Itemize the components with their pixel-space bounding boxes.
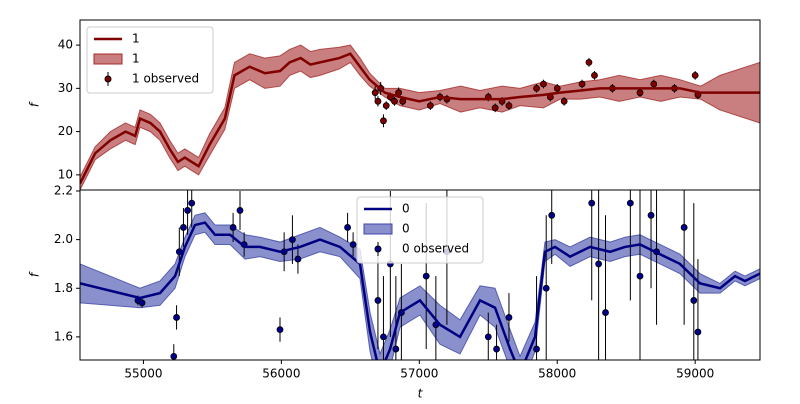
observed-point (229, 224, 237, 231)
observed-point (184, 207, 191, 214)
y-tick-label: 2.0 (54, 232, 73, 246)
x-tick-label: 58000 (538, 367, 576, 381)
observed-point (680, 224, 688, 231)
legend-label: 1 (132, 32, 140, 46)
model-line (80, 52, 760, 185)
observed-point (294, 255, 302, 263)
observed-point (602, 309, 609, 316)
legend-patch (363, 223, 393, 235)
legend-label: 0 (402, 222, 410, 236)
panel: 1.6 1.8 2.0 2.2 55000 56000 57000 58000 59000 f t 0… (28, 183, 761, 401)
y-axis-label: f (28, 271, 42, 277)
observed-point (392, 345, 400, 353)
observed-point (380, 333, 387, 341)
y-tick-label: 1.6 (54, 329, 73, 343)
observed-point (542, 284, 550, 292)
legend-label: 0 (402, 202, 410, 216)
x-tick-label: 55000 (124, 367, 162, 381)
observed-point (138, 299, 146, 307)
observed-point (349, 241, 357, 248)
observed-point (371, 89, 379, 97)
observed-point (548, 211, 556, 219)
observed-point (533, 345, 540, 353)
legend-label: 1 observed (132, 72, 199, 86)
observed-point (595, 260, 603, 268)
observed-point (505, 314, 513, 321)
observed-point (585, 58, 593, 66)
y-tick-label: 2.2 (54, 183, 73, 197)
observed-point (180, 224, 187, 231)
y-tick-label: 1.8 (54, 281, 73, 295)
observed-point (578, 80, 586, 88)
observed-point (505, 102, 513, 110)
observed-point (636, 89, 644, 97)
observed-point (289, 236, 296, 244)
plot-area (80, 44, 760, 190)
observed-point (533, 84, 540, 92)
legend-label: 1 (132, 52, 140, 66)
axes-frame (79, 189, 761, 361)
observed-point (694, 328, 702, 336)
observed-point (626, 199, 634, 207)
y-tick-label: 20 (58, 124, 73, 138)
x-axis-label: t (418, 387, 424, 401)
plot-area (80, 190, 760, 360)
observed-point (491, 104, 499, 112)
legend-patch (93, 53, 123, 65)
legend-box (86, 26, 214, 94)
observed-point (484, 333, 492, 341)
observed-point (493, 345, 500, 353)
x-tick-label: 59000 (676, 367, 714, 381)
observed-point (236, 207, 244, 214)
observed-point (553, 84, 561, 92)
observed-point (382, 102, 390, 110)
observed-point (560, 97, 568, 105)
observed-point (374, 97, 382, 105)
observed-point (636, 272, 644, 280)
observed-point (276, 326, 284, 333)
legend-label: 0 observed (402, 242, 469, 256)
observed-point (374, 297, 382, 304)
legend-marker (104, 75, 112, 83)
confidence-band (80, 212, 760, 360)
observed-point (391, 97, 398, 105)
observed-point (647, 211, 655, 219)
observed-point (540, 80, 547, 88)
observed-point (691, 71, 699, 79)
observed-point (344, 224, 351, 231)
observed-point (422, 272, 430, 280)
y-tick-label: 40 (58, 38, 73, 52)
observed-point (380, 117, 387, 125)
x-tick-label: 56000 (262, 367, 300, 381)
legend: 0 0 0 observed (356, 196, 484, 264)
observed-point (188, 199, 196, 207)
x-tick-label: 57000 (400, 367, 438, 381)
y-tick-label: 30 (58, 81, 73, 95)
observed-point (170, 352, 178, 360)
model-line (80, 221, 760, 360)
observed-point (173, 314, 180, 321)
legend-box (356, 196, 484, 264)
confidence-band (80, 44, 760, 190)
legend: 1 1 1 observed (86, 26, 214, 94)
y-axis-label: f (28, 101, 42, 107)
y-tick-label: 10 (58, 167, 73, 181)
panel: 10 20 30 40 f 1 1 1 observed (28, 19, 761, 191)
observed-point (690, 297, 698, 304)
observed-point (588, 199, 596, 207)
observed-point (591, 71, 598, 79)
legend-marker (374, 245, 382, 253)
observed-point (650, 80, 658, 88)
observed-point (426, 102, 434, 110)
